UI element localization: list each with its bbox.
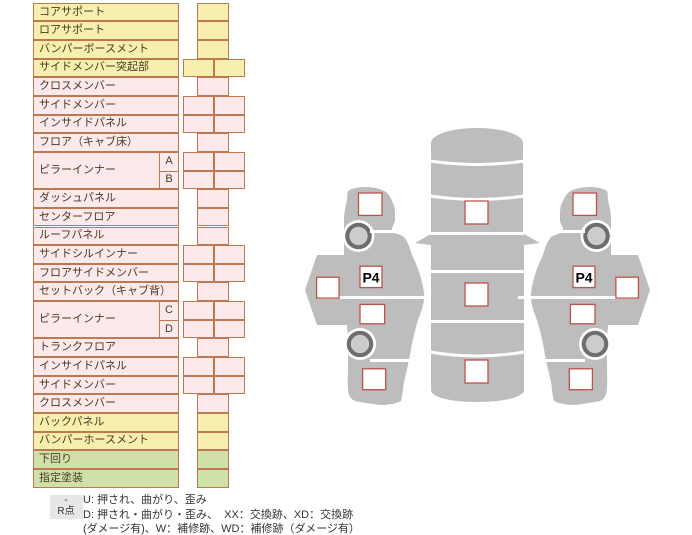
svg-text:P4: P4 — [575, 270, 592, 286]
svg-text:P4: P4 — [362, 270, 379, 286]
